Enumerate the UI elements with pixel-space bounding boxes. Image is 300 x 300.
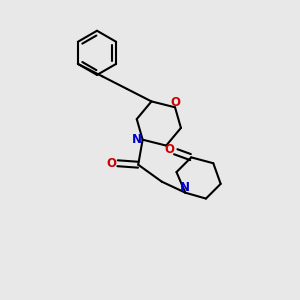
Text: O: O <box>170 96 180 110</box>
Text: O: O <box>107 157 117 170</box>
Text: O: O <box>164 143 174 157</box>
Text: N: N <box>132 133 142 146</box>
Text: N: N <box>180 181 190 194</box>
